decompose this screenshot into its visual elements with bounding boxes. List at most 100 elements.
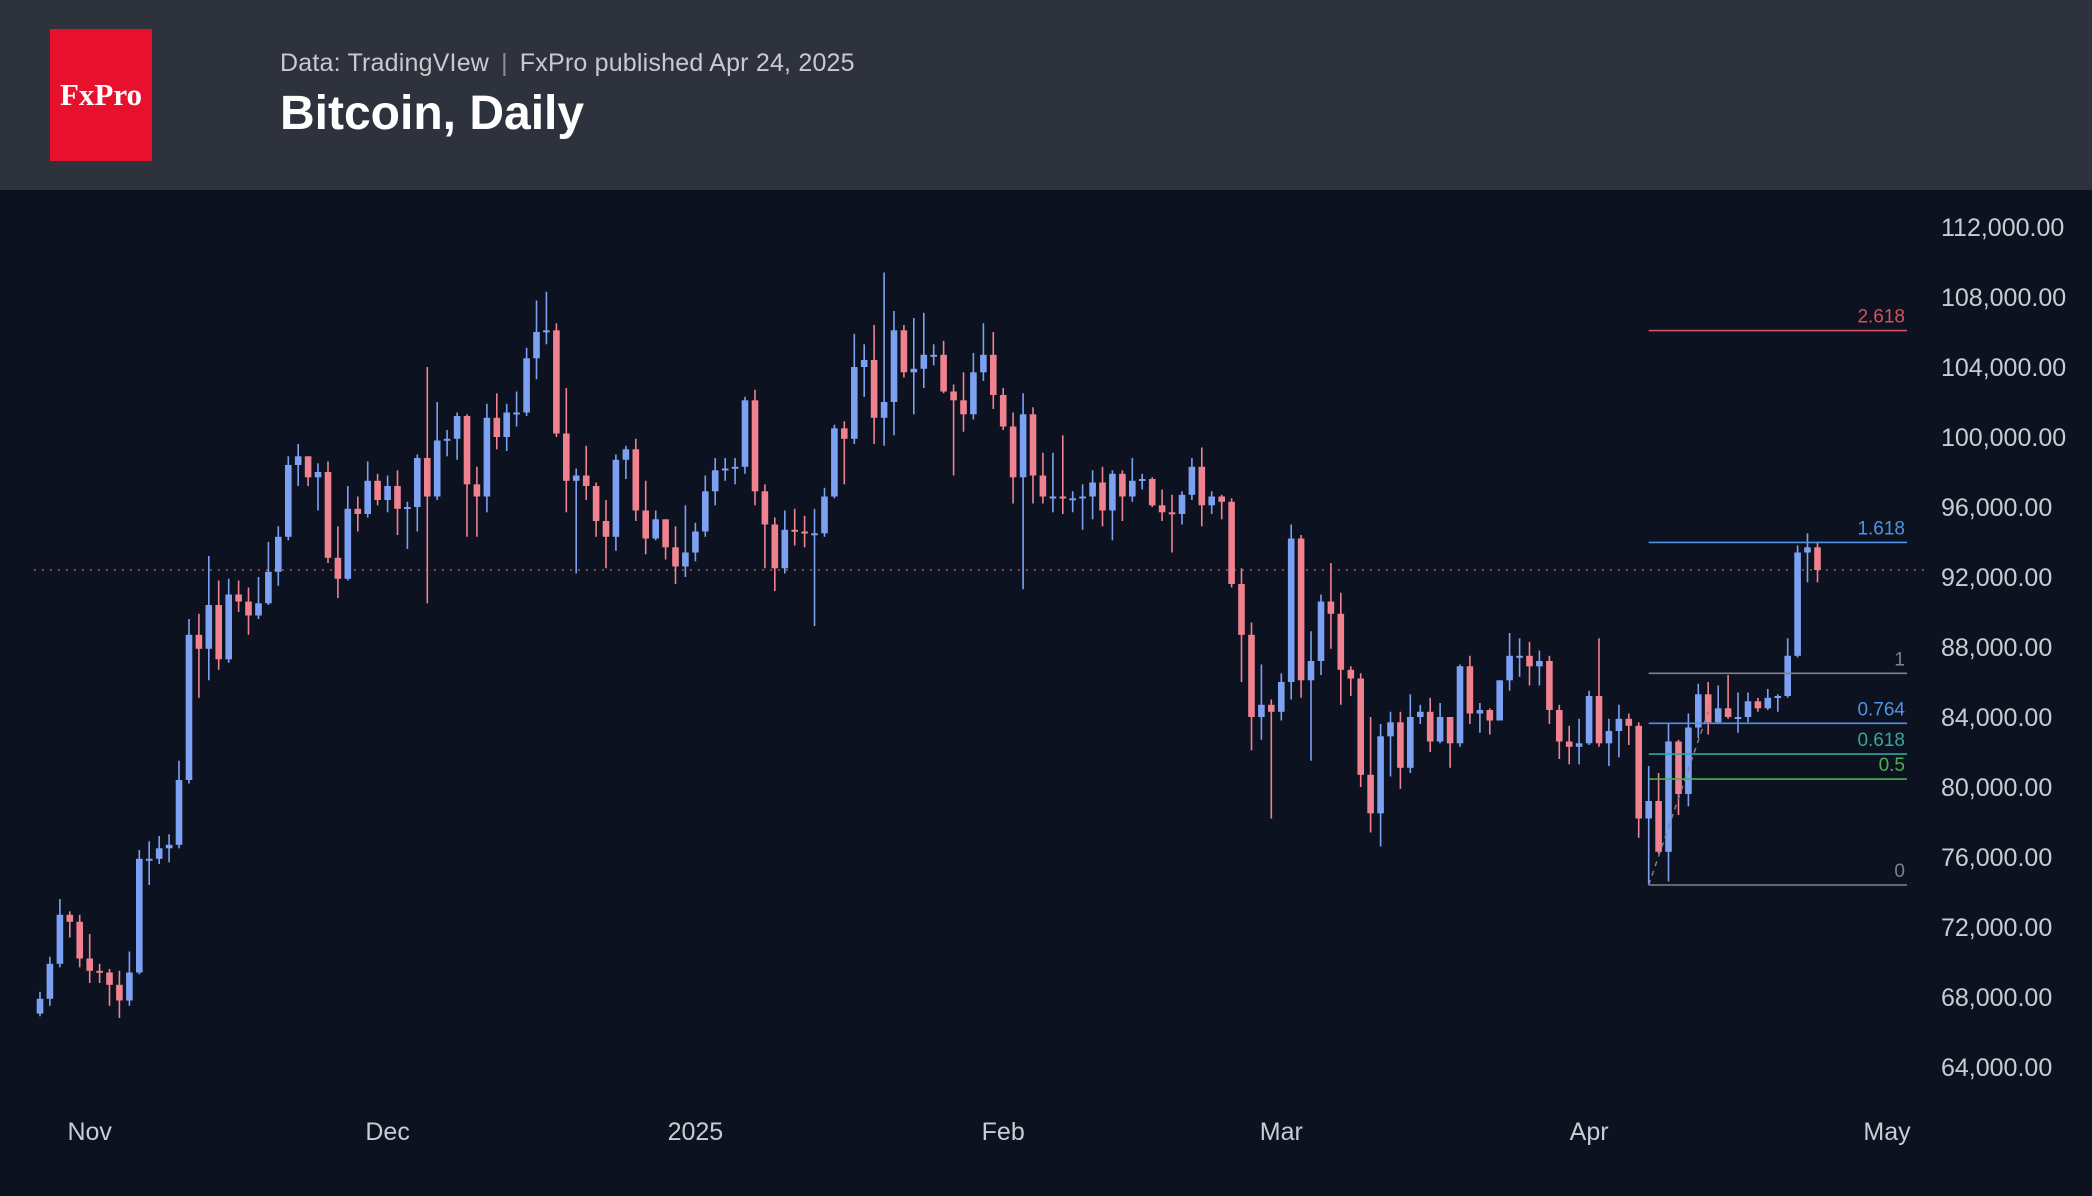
fxpro-logo: FxPro <box>50 29 152 161</box>
candle <box>1585 690 1593 745</box>
candle <box>1268 699 1275 819</box>
candle <box>642 480 649 555</box>
candle <box>86 934 93 983</box>
candle <box>801 515 808 548</box>
candle <box>1675 739 1682 815</box>
candle <box>66 911 74 938</box>
candle <box>1635 722 1642 838</box>
candle <box>1278 673 1285 721</box>
candle <box>930 344 937 366</box>
candle <box>304 456 312 486</box>
candle <box>1228 498 1235 588</box>
candle <box>910 318 918 415</box>
candle <box>235 580 242 612</box>
candle <box>443 430 451 457</box>
candle <box>553 323 560 437</box>
fxpro-logo-text: FxPro <box>59 77 143 112</box>
candle <box>602 500 610 569</box>
candle <box>1804 533 1811 583</box>
page-title: Bitcoin, Daily <box>280 87 585 140</box>
candle <box>225 578 232 663</box>
candle <box>1734 692 1742 733</box>
candle <box>592 482 600 537</box>
candle <box>275 526 282 586</box>
candle <box>433 402 441 500</box>
candle <box>692 522 699 562</box>
candle <box>1347 666 1355 696</box>
price-axis[interactable]: 112,000.00 108,000.00 104,000.00 100,000.00… <box>1941 214 2066 1082</box>
price-tick-label: 112,000.00 <box>1941 214 2064 242</box>
candle <box>384 475 391 513</box>
candle <box>215 580 222 670</box>
candle <box>1218 494 1225 520</box>
candle <box>1794 545 1801 658</box>
candle <box>1466 655 1474 724</box>
fib-level-label: 0.5 <box>1879 755 1905 776</box>
candle <box>831 424 838 499</box>
candle <box>1526 641 1533 686</box>
candle <box>1605 718 1613 766</box>
candle <box>344 486 352 581</box>
price-tick-label: 72,000.00 <box>1941 914 2052 942</box>
time-axis[interactable]: Nov Dec 2025 Feb Mar Apr May <box>67 1118 1911 1146</box>
candle <box>1496 680 1503 721</box>
candle <box>1397 711 1404 789</box>
candle <box>1556 704 1563 759</box>
candle <box>394 470 401 535</box>
candle <box>1704 682 1712 735</box>
price-tick-label: 84,000.00 <box>1941 704 2052 732</box>
candle <box>136 850 143 975</box>
candle <box>960 372 967 432</box>
candle <box>96 963 103 983</box>
candle <box>900 325 908 378</box>
candle <box>860 344 868 397</box>
candle <box>1784 638 1791 698</box>
candle <box>1357 673 1364 787</box>
fib-baseline <box>1647 711 1709 886</box>
candle <box>1158 489 1166 521</box>
fib-level-label: 0.764 <box>1857 699 1905 720</box>
candle <box>652 510 659 541</box>
candle <box>612 454 620 551</box>
candle <box>1119 470 1126 521</box>
candle <box>1625 713 1633 745</box>
candle <box>424 367 431 604</box>
candle <box>503 403 510 451</box>
candle <box>563 388 570 513</box>
chart-source-line: Data: TradingVIew | FxPro published Apr 24… <box>280 49 855 78</box>
candle <box>354 496 362 532</box>
data-source-label: Data: TradingVIew <box>280 49 490 77</box>
fib-level-label: 1 <box>1894 649 1905 670</box>
candle <box>1595 638 1603 747</box>
candle <box>1129 458 1136 502</box>
candle <box>1039 452 1047 504</box>
candle <box>1714 685 1722 723</box>
price-tick-label: 104,000.00 <box>1941 354 2066 382</box>
candle <box>870 325 878 444</box>
candle <box>145 841 153 885</box>
candle <box>56 899 64 968</box>
candle <box>990 332 997 409</box>
candle <box>374 473 381 506</box>
candle <box>761 484 769 569</box>
fib-level-label: 0 <box>1894 861 1905 882</box>
candle <box>1665 724 1672 882</box>
candle <box>1645 766 1652 885</box>
candle <box>1089 470 1096 520</box>
candle <box>1327 563 1335 649</box>
candle <box>513 391 520 427</box>
candle <box>890 311 898 436</box>
candle <box>414 454 421 532</box>
candle <box>741 396 749 474</box>
candle <box>245 587 252 635</box>
header-text: Data: TradingVIew | FxPro published Apr 24… <box>280 49 855 141</box>
candle <box>781 510 789 574</box>
candle <box>632 438 640 521</box>
candle <box>1536 650 1543 686</box>
fib-level-label: 0.618 <box>1857 730 1905 751</box>
candle <box>255 577 262 619</box>
candle <box>1615 704 1623 758</box>
candle <box>523 347 530 416</box>
candle <box>1744 692 1752 723</box>
